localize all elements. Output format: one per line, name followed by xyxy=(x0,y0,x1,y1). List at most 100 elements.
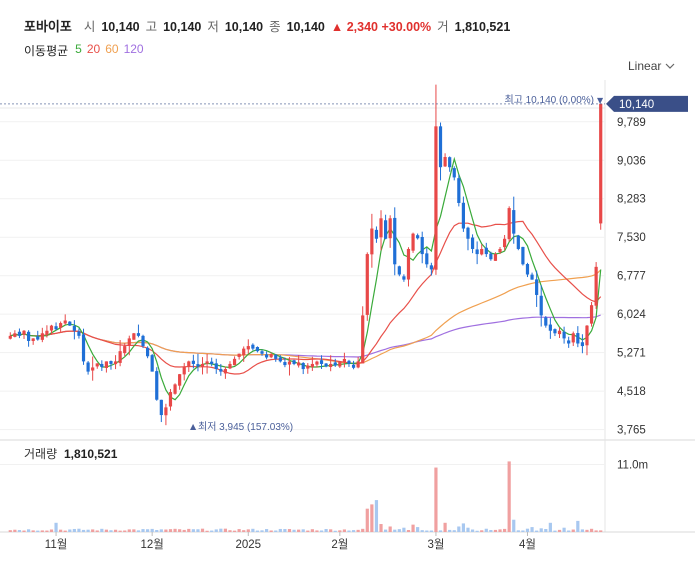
volume-bar xyxy=(576,520,580,532)
volume-bar xyxy=(278,528,282,532)
volume-label: 거 xyxy=(437,20,449,34)
candle-body xyxy=(26,331,31,341)
candle-body xyxy=(246,346,250,350)
y-tick-label: 9,789 xyxy=(617,117,646,129)
ma-5-label: 5 xyxy=(75,42,82,56)
volume-bar xyxy=(182,529,186,532)
candle-body xyxy=(461,202,466,229)
volume-bar xyxy=(54,522,58,532)
candle-body xyxy=(214,363,218,370)
candle-body xyxy=(544,317,548,326)
volume-bar xyxy=(585,529,589,532)
candle-body xyxy=(109,361,113,364)
volume-bar xyxy=(594,530,598,532)
volume-bar xyxy=(475,530,479,532)
moving-average-legend[interactable]: 이동평균 5 20 60 120 xyxy=(24,42,144,59)
volume-bar xyxy=(45,530,49,532)
candle-body xyxy=(31,338,35,342)
volume-bar xyxy=(333,530,337,532)
candle-body xyxy=(402,276,406,280)
candle-body xyxy=(150,355,154,372)
volume-bar xyxy=(214,529,218,532)
volume-bar xyxy=(306,530,310,532)
change-value: ▲ 2,340 +30.00% xyxy=(330,20,432,34)
candle-body xyxy=(443,156,447,167)
volume-bar xyxy=(553,530,557,532)
volume-bar xyxy=(63,530,67,532)
candle-body xyxy=(306,365,310,369)
volume-bar xyxy=(228,530,232,532)
volume-bar xyxy=(232,530,237,532)
high-arrow-icon: ▼ xyxy=(597,96,604,105)
volume-bar xyxy=(443,522,447,532)
y-tick-label: 7,530 xyxy=(617,232,646,244)
ma-120-label: 120 xyxy=(123,42,144,56)
volume-bar xyxy=(420,530,424,532)
volume-bar xyxy=(31,530,35,532)
volume-bar xyxy=(599,530,603,532)
candle-body xyxy=(356,361,360,368)
y-tick-label: 6,777 xyxy=(617,271,646,283)
candle-body xyxy=(571,333,575,343)
candle-body xyxy=(251,344,255,349)
volume-bar xyxy=(22,530,26,532)
candle-body xyxy=(59,323,63,328)
volume-bar xyxy=(539,528,543,532)
candle-body xyxy=(145,347,150,357)
volume-bar xyxy=(104,529,109,532)
volume-bar xyxy=(562,527,566,532)
volume-bar xyxy=(489,530,493,532)
volume-bar xyxy=(535,530,539,532)
volume-title: 거래량 xyxy=(24,447,57,461)
candle-body xyxy=(228,363,232,369)
x-tick-label: 4월 xyxy=(519,538,536,551)
volume-bar xyxy=(466,527,470,532)
candle-body xyxy=(269,354,273,358)
volume-bar xyxy=(393,529,397,532)
scale-toggle[interactable]: Linear xyxy=(628,59,662,73)
candle-body xyxy=(118,351,122,363)
candle-body xyxy=(351,364,356,368)
candle-body xyxy=(237,353,241,357)
volume-bar xyxy=(580,529,585,532)
candle-body xyxy=(200,363,205,367)
volume-bar xyxy=(178,529,182,532)
volume-bar xyxy=(100,528,104,532)
candle-body xyxy=(315,361,319,365)
volume-bar xyxy=(26,529,31,532)
volume-bar xyxy=(388,526,392,532)
volume-bar xyxy=(68,529,72,532)
volume-bar xyxy=(118,530,122,532)
volume-bar xyxy=(356,529,360,532)
volume-bar xyxy=(292,529,296,532)
volume-bar xyxy=(8,530,12,532)
volume-bar xyxy=(365,508,369,532)
candle-body xyxy=(196,364,200,367)
candle-body xyxy=(205,361,209,364)
price-header: 포바이포 시 10,140 고 10,140 저 10,140 종 10,140… xyxy=(24,16,510,34)
ma-120-line xyxy=(10,314,601,358)
candle-body xyxy=(425,253,429,265)
volume-bar xyxy=(59,529,63,532)
candle-body xyxy=(324,363,328,367)
candle-body xyxy=(411,233,415,251)
candle-body xyxy=(123,346,127,354)
low-value: 10,140 xyxy=(224,20,264,34)
volume-bar xyxy=(287,529,292,532)
candle-body xyxy=(333,362,337,366)
volume-bar xyxy=(571,529,575,532)
volume-bar xyxy=(329,529,333,532)
volume-bar xyxy=(17,530,22,532)
volume-bar xyxy=(269,530,273,532)
candle-body xyxy=(187,361,191,367)
stock-name: 포바이포 xyxy=(24,19,72,34)
open-label: 시 xyxy=(83,20,96,34)
candle-body xyxy=(553,329,557,334)
candle-body xyxy=(40,333,44,340)
volume-bar xyxy=(315,530,319,532)
candle-body xyxy=(452,168,456,178)
candle-body xyxy=(319,360,324,364)
volume-bar xyxy=(493,529,498,532)
volume-bar xyxy=(136,530,141,532)
